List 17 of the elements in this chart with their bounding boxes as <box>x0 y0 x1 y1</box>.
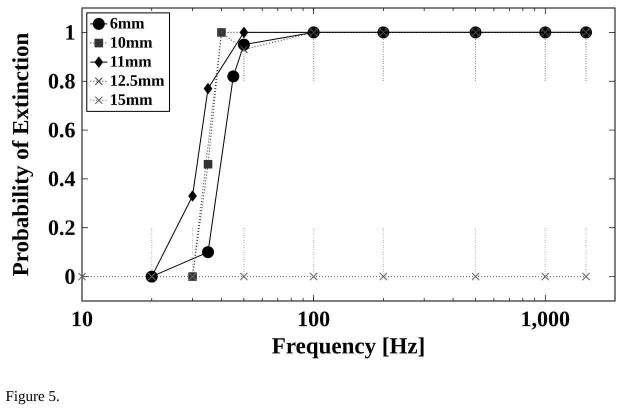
y-tick-label: 0.6 <box>48 122 75 138</box>
legend-label: 6mm <box>110 18 144 29</box>
y-tick-label: 0 <box>65 269 75 284</box>
caption: Figure 5. <box>6 391 59 404</box>
x-axis-title: Frequency [Hz] <box>272 337 424 358</box>
x-tick-label: 1,000 <box>522 312 570 330</box>
x-tick-label: 10 <box>72 312 92 326</box>
y-tick-label: 0.8 <box>48 74 75 89</box>
legend-label: 10mm <box>111 36 152 48</box>
y-tick-label: 0.2 <box>48 220 75 236</box>
y-axis-title: Probability of Extinction <box>12 33 34 276</box>
legend-label: 15mm <box>111 94 152 105</box>
legend-label: 11mm <box>111 56 152 67</box>
x-tick-label: 100 <box>298 312 330 326</box>
y-tick-label: 0.4 <box>48 171 76 186</box>
legend-label: 12.5mm <box>111 75 164 86</box>
y-tick-label: 1 <box>66 25 74 40</box>
